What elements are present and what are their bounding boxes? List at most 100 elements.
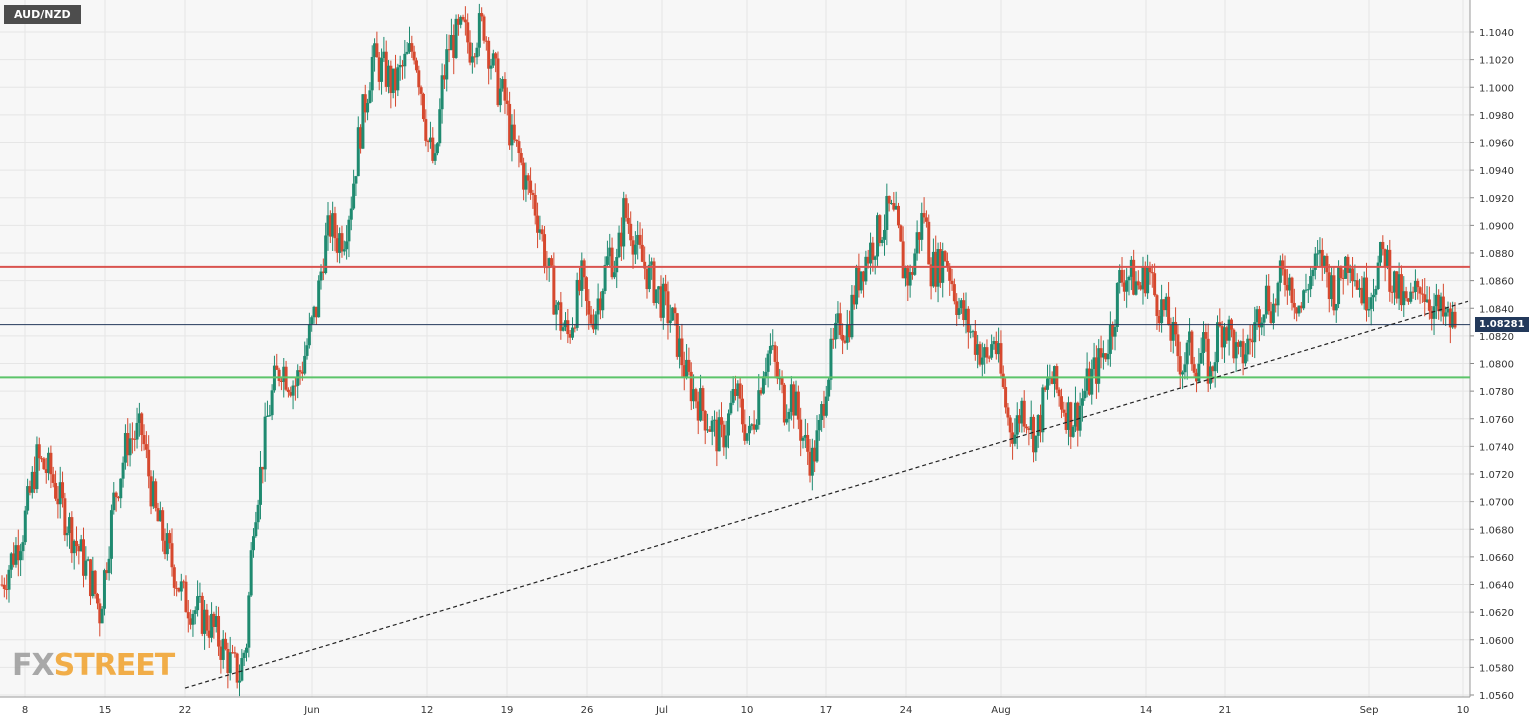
candle-body — [1304, 289, 1308, 291]
candle-body — [1334, 304, 1338, 311]
candle-body — [189, 618, 193, 625]
candle-body — [934, 251, 938, 287]
candle-body — [1411, 291, 1415, 293]
candle-body — [1097, 348, 1101, 384]
candle-body — [1374, 288, 1378, 295]
candle-body — [1018, 415, 1022, 424]
candle-body — [1118, 270, 1122, 283]
candle-body — [612, 272, 616, 278]
candle-body — [533, 194, 537, 216]
y-tick-label: 1.0640 — [1479, 581, 1514, 592]
candle-body — [1160, 299, 1164, 324]
candle-body — [19, 551, 23, 561]
candle-body — [906, 268, 910, 286]
candle-body — [575, 279, 579, 328]
y-tick-label: 1.0840 — [1479, 304, 1514, 315]
candle-body — [794, 391, 798, 416]
candle-body — [352, 183, 356, 209]
candle-body — [836, 313, 840, 323]
candle-body — [1113, 327, 1117, 337]
candle-body — [1032, 416, 1036, 453]
candle-body — [1267, 285, 1271, 312]
y-tick-label: 1.0760 — [1479, 415, 1514, 426]
candle-body — [172, 567, 176, 588]
candle-body — [119, 478, 123, 499]
candle-body — [543, 234, 547, 267]
candle-body — [151, 481, 155, 507]
candle-body — [40, 458, 44, 460]
candle-body — [1332, 275, 1336, 311]
candle-body — [496, 58, 500, 106]
candle-body — [51, 474, 55, 483]
candle-body — [489, 65, 493, 69]
candle-body — [652, 261, 656, 303]
plot-background — [0, 0, 1470, 697]
candle-body — [363, 94, 367, 113]
candle-body — [240, 658, 244, 681]
candle-body — [666, 291, 670, 324]
candle-body — [738, 383, 742, 399]
candle-body — [1367, 308, 1371, 311]
candle-body — [412, 51, 416, 61]
candle-body — [182, 581, 186, 583]
candle-body — [1383, 249, 1387, 267]
candle-body — [382, 51, 386, 59]
candle-body — [829, 338, 833, 380]
candle-body — [286, 389, 290, 393]
candle-body — [789, 384, 793, 412]
candle-body — [1388, 249, 1392, 292]
candle-body — [191, 613, 195, 625]
candle-body — [65, 532, 69, 536]
candle-body — [247, 595, 251, 648]
candle-body — [1369, 297, 1373, 309]
candle-body — [424, 119, 428, 141]
candle-body — [380, 58, 384, 82]
candle-body — [1115, 282, 1119, 328]
ticker-badge: AUD/NZD — [4, 5, 81, 24]
candle-body — [976, 344, 980, 355]
candle-body — [899, 225, 903, 242]
candle-body — [913, 253, 917, 275]
candle-body — [314, 306, 318, 318]
candle-body — [291, 385, 295, 396]
candle-body — [212, 613, 216, 628]
candle-body — [619, 232, 623, 247]
candle-body — [692, 389, 696, 402]
candle-body — [680, 338, 684, 366]
x-tick-label: 10 — [741, 705, 754, 716]
candle-body — [331, 213, 335, 237]
candle-body — [594, 314, 598, 330]
candle-body — [973, 331, 977, 355]
candle-body — [126, 433, 130, 456]
candle-body — [1320, 249, 1324, 268]
candle-body — [242, 652, 246, 659]
candle-body — [536, 215, 540, 233]
x-tick-label: Jun — [303, 705, 320, 716]
candle-body — [319, 271, 323, 281]
candle-body — [733, 389, 737, 396]
candle-body — [591, 323, 595, 330]
candle-body — [570, 327, 574, 338]
candle-body — [1276, 282, 1280, 306]
candle-body — [780, 378, 784, 385]
candle-body — [498, 88, 502, 106]
candle-body — [354, 176, 358, 184]
candle-body — [1080, 398, 1084, 406]
candle-body — [855, 267, 859, 305]
candle-body — [857, 267, 861, 291]
candle-body — [1043, 387, 1047, 390]
candle-body — [980, 357, 984, 365]
candle-body — [5, 588, 9, 590]
candle-body — [63, 498, 67, 536]
candle-body — [1255, 309, 1259, 323]
candle-body — [1099, 348, 1103, 358]
candle-body — [1155, 295, 1159, 317]
y-tick-label: 1.0940 — [1479, 166, 1514, 177]
candle-body — [1323, 255, 1327, 268]
candle-body — [454, 18, 458, 58]
candle-body — [969, 331, 973, 333]
candle-body — [184, 581, 188, 613]
candle-body — [587, 301, 591, 315]
candle-body — [736, 383, 740, 396]
